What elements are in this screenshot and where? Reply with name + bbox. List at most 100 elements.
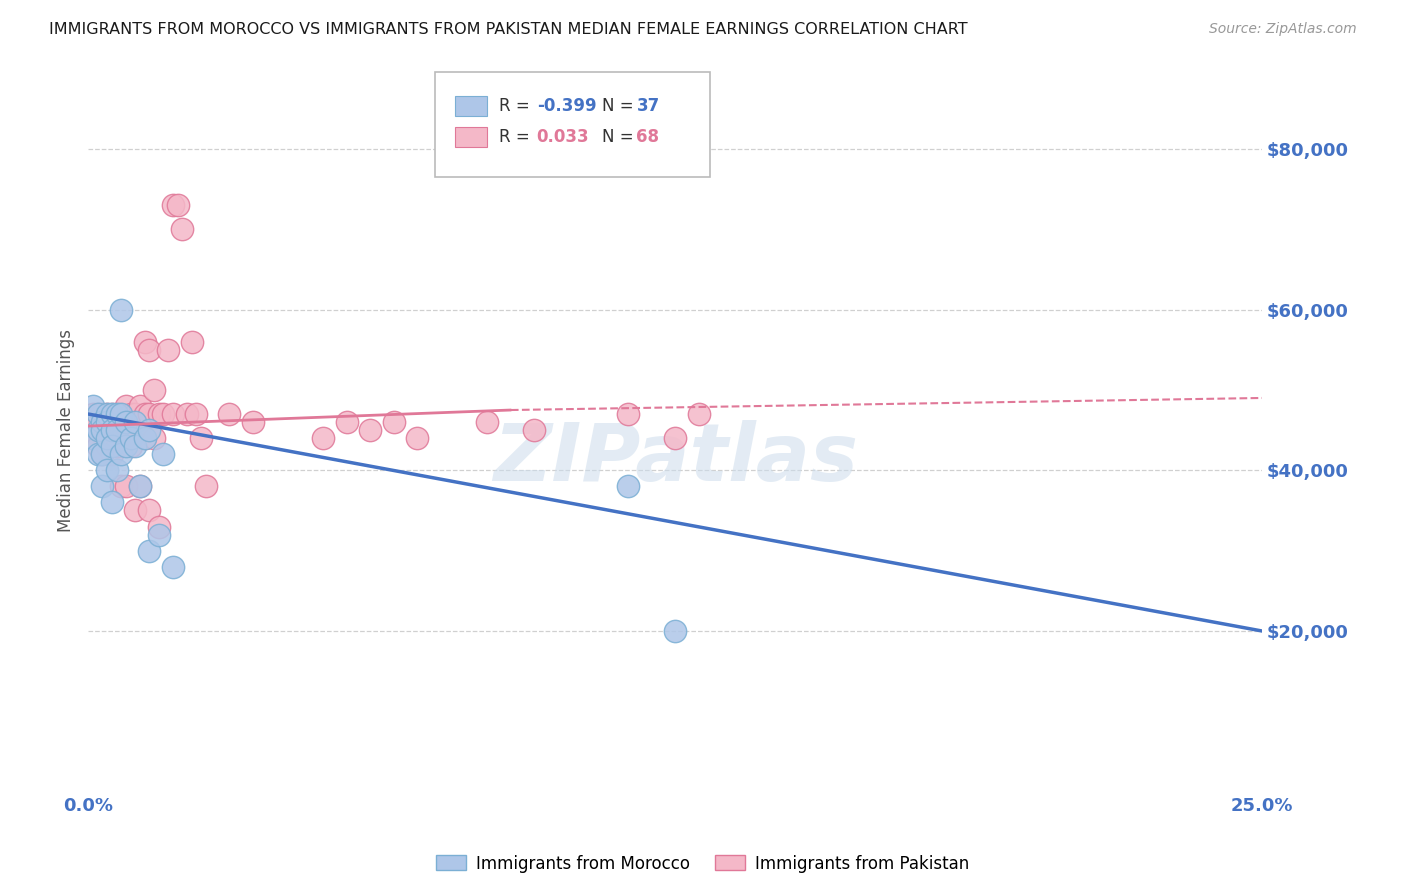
Text: N =: N = (602, 97, 640, 115)
Point (129, 415, 152, 429)
Point (218, 407, 240, 421)
Point (382, 415, 405, 429)
Point (96, 415, 118, 429)
Point (115, 439, 138, 453)
Point (91, 407, 114, 421)
Point (617, 479, 640, 493)
Point (152, 407, 174, 421)
Point (129, 399, 152, 413)
Point (101, 423, 124, 437)
Point (91, 415, 114, 429)
Point (120, 407, 142, 421)
Point (105, 423, 128, 437)
Point (87, 407, 110, 421)
Point (194, 479, 217, 493)
Text: 37: 37 (637, 97, 659, 115)
Point (101, 415, 124, 429)
Point (96, 439, 118, 453)
Point (242, 415, 264, 429)
Point (110, 423, 132, 437)
Point (134, 431, 156, 445)
Text: N =: N = (602, 128, 640, 146)
Point (180, 334, 202, 349)
Point (110, 407, 132, 421)
Point (110, 447, 132, 461)
Point (105, 463, 128, 477)
Point (162, 198, 184, 212)
Point (129, 479, 152, 493)
Point (664, 431, 686, 445)
Point (143, 431, 166, 445)
Point (120, 439, 142, 453)
Point (110, 407, 132, 421)
Point (91, 447, 114, 461)
Text: ZIPatlas: ZIPatlas (492, 420, 858, 498)
Point (162, 407, 184, 421)
Point (87, 407, 110, 421)
Point (312, 431, 335, 445)
Point (138, 543, 160, 558)
Text: 68: 68 (637, 128, 659, 146)
Point (87, 447, 110, 461)
Point (124, 415, 146, 429)
Point (101, 439, 124, 453)
Point (664, 624, 686, 638)
Point (87, 423, 110, 437)
Point (91, 423, 114, 437)
Point (115, 399, 138, 413)
Point (148, 519, 170, 533)
Point (115, 415, 138, 429)
Point (138, 503, 160, 517)
Point (96, 407, 118, 421)
Point (96, 415, 118, 429)
Point (166, 198, 188, 212)
Text: Source: ZipAtlas.com: Source: ZipAtlas.com (1209, 22, 1357, 37)
Text: -0.399: -0.399 (537, 97, 596, 115)
Point (617, 407, 640, 421)
Point (110, 415, 132, 429)
Point (124, 439, 146, 453)
Point (101, 407, 124, 421)
Point (82, 407, 104, 421)
Point (138, 343, 160, 357)
Text: R =: R = (499, 128, 536, 146)
Point (148, 407, 170, 421)
Point (82, 399, 104, 413)
Point (134, 431, 156, 445)
Text: IMMIGRANTS FROM MOROCCO VS IMMIGRANTS FROM PAKISTAN MEDIAN FEMALE EARNINGS CORRE: IMMIGRANTS FROM MOROCCO VS IMMIGRANTS FR… (49, 22, 967, 37)
Point (134, 334, 156, 349)
Y-axis label: Median Female Earnings: Median Female Earnings (58, 328, 75, 532)
Point (120, 431, 142, 445)
Point (129, 479, 152, 493)
Point (148, 527, 170, 541)
Point (688, 407, 710, 421)
Point (115, 479, 138, 493)
Point (96, 407, 118, 421)
Point (172, 222, 194, 236)
Point (101, 447, 124, 461)
Point (124, 503, 146, 517)
Point (105, 415, 128, 429)
Point (134, 407, 156, 421)
Point (138, 407, 160, 421)
Point (82, 431, 104, 445)
Point (152, 447, 174, 461)
Point (96, 463, 118, 477)
Point (96, 431, 118, 445)
Point (143, 383, 166, 397)
Point (138, 423, 160, 437)
Point (110, 479, 132, 493)
Point (406, 431, 429, 445)
Point (124, 407, 146, 421)
Point (162, 559, 184, 574)
Point (190, 431, 212, 445)
Text: 0.033: 0.033 (537, 128, 589, 146)
Point (157, 343, 180, 357)
Point (110, 302, 132, 317)
Point (115, 415, 138, 429)
FancyBboxPatch shape (434, 72, 710, 177)
Point (105, 407, 128, 421)
Text: R =: R = (499, 97, 536, 115)
Point (101, 495, 124, 509)
Legend: Immigrants from Morocco, Immigrants from Pakistan: Immigrants from Morocco, Immigrants from… (430, 848, 976, 880)
